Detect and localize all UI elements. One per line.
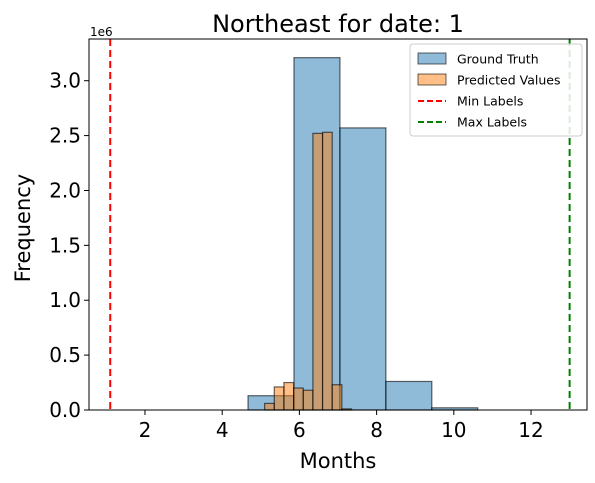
y-axis-label: Frequency [11,174,35,283]
histogram-bar [339,127,387,411]
histogram-bar [264,402,275,411]
legend: Ground Truth Predicted Values Min Labels Ma… [409,43,583,137]
y-axis: 0.0 0.5 1.0 1.5 2.0 2.5 3.0 [49,69,89,422]
legend-swatch [417,73,447,86]
histogram-bar [293,387,304,411]
legend-label: Ground Truth [457,52,539,67]
x-axis: 2 4 6 8 10 12 [139,410,544,442]
y-tick-label: 2.5 [49,124,81,148]
y-tick-label: 3.0 [49,69,81,93]
legend-item: Predicted Values [417,73,561,88]
y-tick-label: 0.5 [49,343,81,367]
legend-label: Predicted Values [457,73,561,88]
y-offset-label: 1e6 [90,25,113,39]
histogram-bar [283,381,295,411]
legend-box [409,43,583,137]
plot-area [109,39,571,411]
x-axis-label: Months [300,449,377,473]
histogram-bar [312,132,324,411]
chart-title: Northeast for date: 1 [212,10,464,38]
y-tick-label: 1.0 [49,288,81,312]
x-tick-label: 4 [216,418,229,442]
histogram-bar [385,380,433,411]
y-tick-label: 0.0 [49,398,81,422]
series-predicted-values [264,131,353,411]
histogram-bar [331,384,343,411]
x-tick-label: 8 [370,418,383,442]
histogram-bar [302,389,314,411]
histogram-bar [321,131,333,411]
legend-label: Max Labels [457,115,527,130]
x-tick-label: 10 [441,418,466,442]
legend-label: Min Labels [457,94,523,109]
x-tick-label: 2 [139,418,152,442]
histogram-bar [273,386,285,411]
legend-item: Ground Truth [417,52,539,67]
legend-item: Min Labels [418,94,523,109]
x-tick-label: 6 [293,418,306,442]
x-tick-label: 12 [518,418,543,442]
y-tick-label: 1.5 [49,233,81,257]
legend-swatch [417,52,447,65]
plot-frame [88,38,588,411]
y-tick-label: 2.0 [49,178,81,202]
legend-item: Max Labels [418,115,527,130]
